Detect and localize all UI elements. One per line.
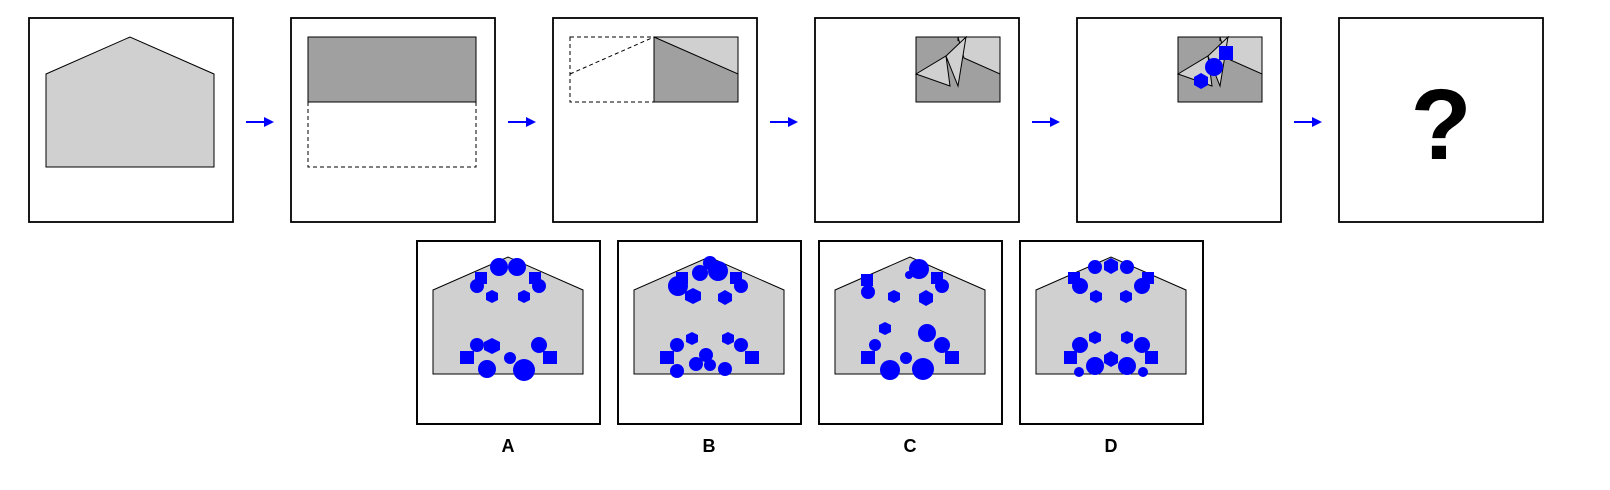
fold-ghost-outline — [915, 36, 959, 75]
fold-ghost-diagonal — [569, 36, 655, 75]
step-5-panel — [1076, 17, 1282, 223]
option-c-label: C — [903, 436, 917, 456]
option-a-label: A — [501, 436, 515, 456]
punched-hole-hexagon — [1194, 73, 1208, 89]
right-arrow-icon — [788, 117, 798, 127]
option-d-label: D — [1104, 436, 1118, 456]
arrow-3 — [770, 117, 798, 127]
panel-outline — [617, 240, 802, 425]
holes — [1064, 258, 1158, 377]
corner-fold-left — [914, 55, 951, 87]
arrow-5 — [1294, 117, 1322, 127]
step-2-panel — [290, 17, 496, 223]
roof-flap — [653, 36, 739, 75]
holes — [460, 258, 557, 381]
option-a-panel[interactable] — [416, 240, 601, 425]
panel-outline — [416, 240, 601, 425]
punched-hole-square — [1219, 46, 1233, 60]
step-1-panel — [28, 17, 234, 223]
folded-half — [307, 36, 477, 103]
option-d-panel[interactable] — [1019, 240, 1204, 425]
arrow-2 — [508, 117, 536, 127]
right-arrow-icon — [264, 117, 274, 127]
unfolded-paper — [45, 36, 215, 168]
arrow-4 — [1032, 117, 1060, 127]
right-arrow-icon — [1312, 117, 1322, 127]
right-arrow-icon — [526, 117, 536, 127]
option-b-panel[interactable] — [617, 240, 802, 425]
option-b-label: B — [702, 436, 716, 456]
panel-outline — [1019, 240, 1204, 425]
right-arrow-icon — [1050, 117, 1060, 127]
arrow-1 — [246, 117, 274, 127]
holes — [861, 259, 959, 380]
answer-panel: ? — [1338, 17, 1544, 223]
option-c-panel[interactable] — [818, 240, 1003, 425]
fold-ghost-outline — [1177, 36, 1221, 75]
corner-fold-right — [945, 35, 967, 88]
fold-ghost-outline — [569, 36, 655, 103]
step-4-panel — [814, 17, 1020, 223]
step-3-panel — [552, 17, 758, 223]
punched-hole-circle — [1205, 58, 1223, 76]
fold-ghost-outline — [307, 101, 477, 168]
question-mark-icon: ? — [1410, 69, 1471, 181]
panel-outline — [818, 240, 1003, 425]
holes — [660, 256, 759, 378]
panel-frame — [1338, 17, 1544, 223]
